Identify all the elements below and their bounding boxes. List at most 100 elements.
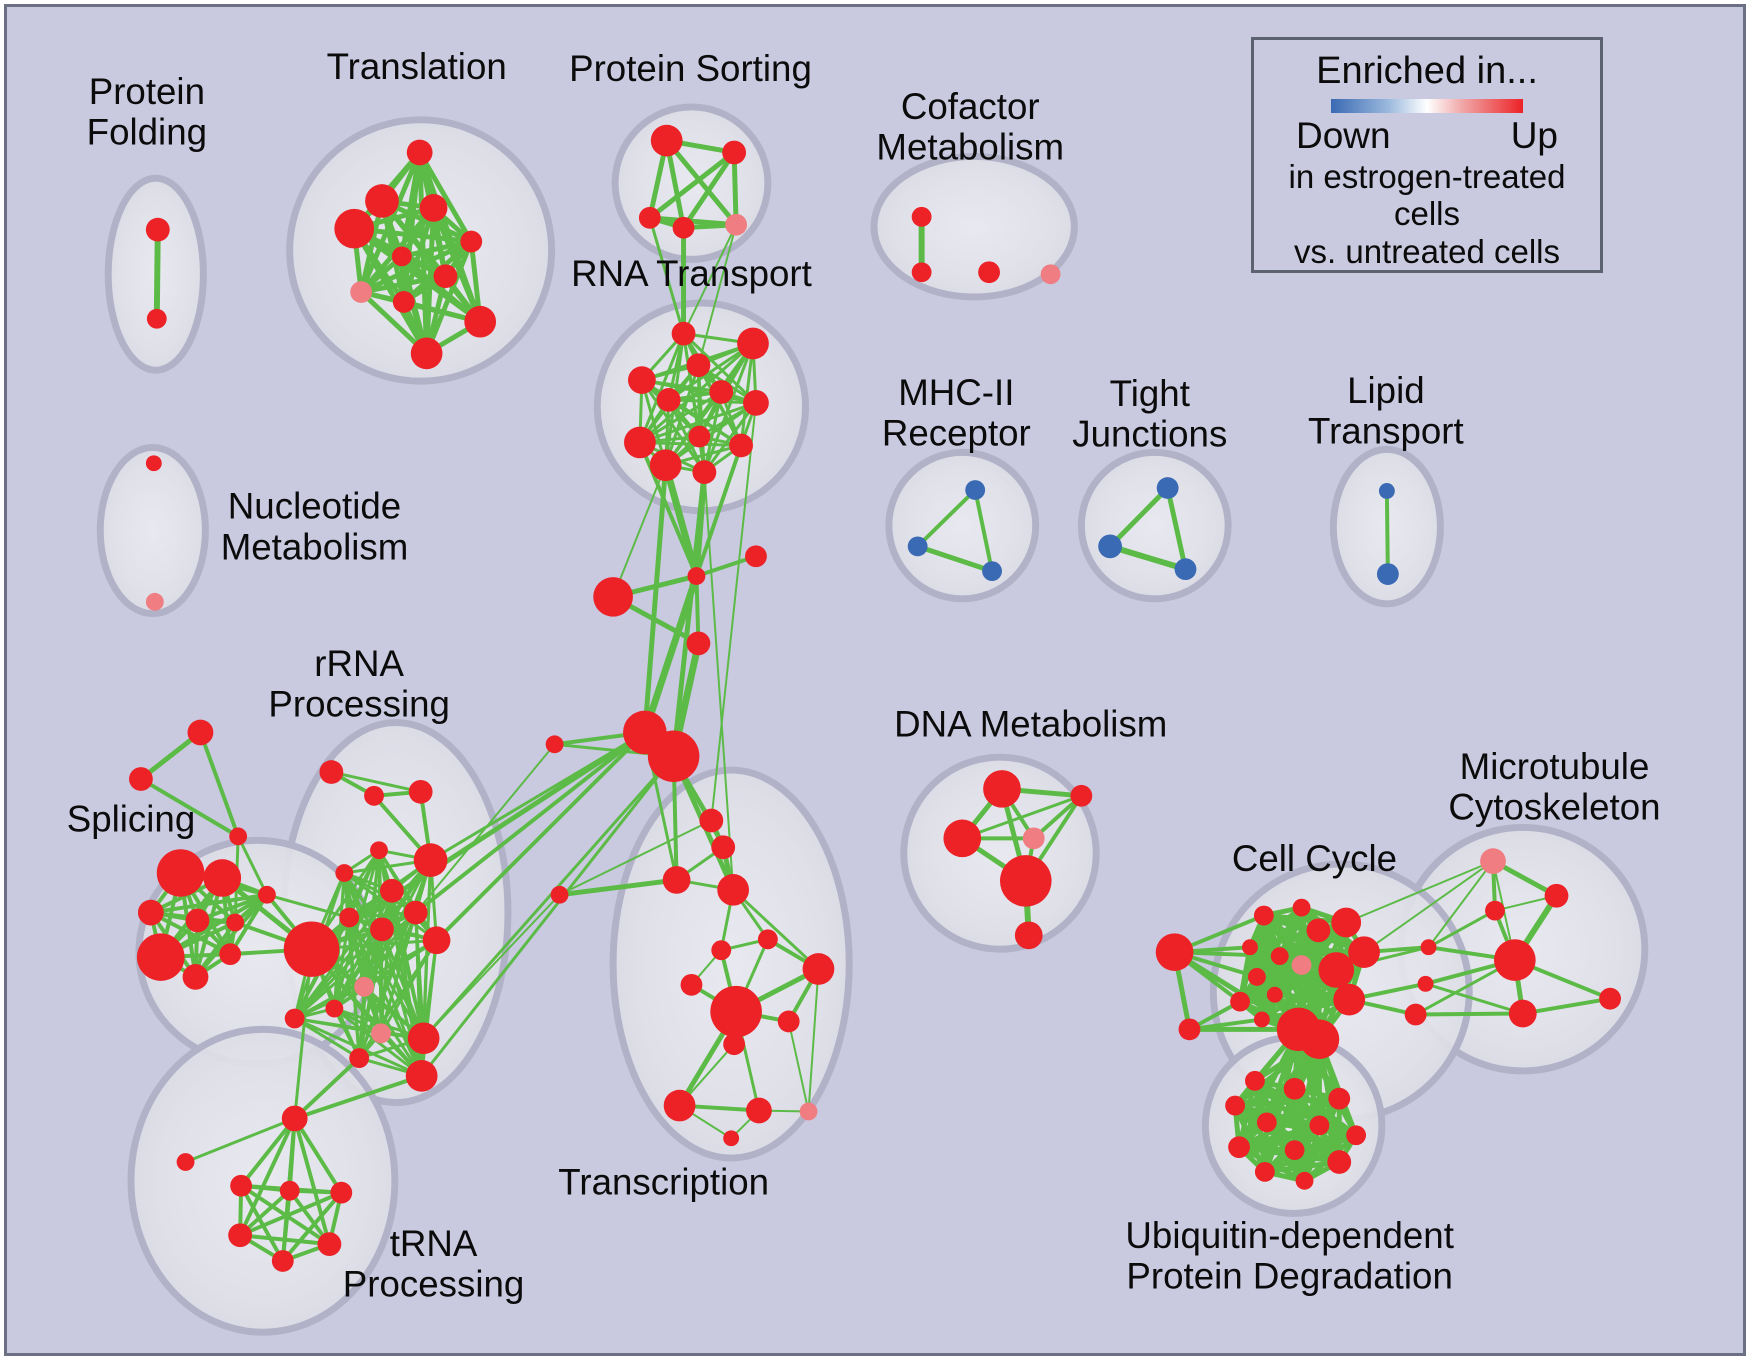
node-cf2[interactable] — [911, 262, 932, 283]
node-sp9[interactable] — [257, 885, 276, 904]
node-j1[interactable] — [687, 567, 706, 585]
node-ccA[interactable] — [1155, 933, 1194, 971]
node-tc13[interactable] — [746, 1097, 772, 1124]
node-mt5[interactable] — [1508, 999, 1537, 1028]
node-rn7[interactable] — [743, 390, 769, 416]
node-ub11[interactable] — [1327, 1150, 1352, 1174]
node-rr4[interactable] — [370, 841, 388, 860]
node-tj3[interactable] — [1174, 558, 1197, 581]
node-rr17[interactable] — [284, 1008, 305, 1029]
node-cf1[interactable] — [911, 206, 932, 227]
node-sp3[interactable] — [137, 899, 164, 926]
node-dm5[interactable] — [999, 855, 1052, 907]
node-rr15[interactable] — [349, 1048, 370, 1068]
node-tc3[interactable] — [662, 866, 691, 894]
node-ub1[interactable] — [1245, 1070, 1265, 1091]
node-rn12[interactable] — [692, 460, 717, 485]
node-tc1[interactable] — [699, 808, 724, 833]
node-tn2[interactable] — [176, 1153, 195, 1171]
node-ub2[interactable] — [1283, 1077, 1306, 1100]
node-tc10[interactable] — [777, 1010, 800, 1033]
node-rr9[interactable] — [370, 917, 394, 942]
node-dm1[interactable] — [983, 770, 1021, 808]
node-pf1[interactable] — [145, 217, 170, 242]
node-cc10[interactable] — [1318, 952, 1355, 988]
node-ub3[interactable] — [1225, 1095, 1246, 1116]
node-sp2[interactable] — [203, 859, 242, 897]
node-sp4[interactable] — [185, 908, 210, 933]
node-j2[interactable] — [745, 545, 767, 568]
node-cc16[interactable] — [1299, 1019, 1340, 1060]
node-ub12[interactable] — [1295, 1171, 1314, 1190]
node-ub9[interactable] — [1284, 1140, 1305, 1161]
node-sp1[interactable] — [156, 849, 205, 897]
node-tn8[interactable] — [271, 1250, 294, 1272]
node-rr18[interactable] — [405, 1060, 438, 1092]
node-rr16[interactable] — [407, 1022, 440, 1055]
node-m1[interactable] — [965, 480, 986, 500]
node-j5[interactable] — [545, 735, 564, 754]
node-tr10[interactable] — [464, 305, 497, 338]
node-tr3[interactable] — [419, 194, 448, 222]
node-dm6[interactable] — [1014, 921, 1043, 950]
node-tc14[interactable] — [799, 1102, 818, 1121]
node-tn7[interactable] — [317, 1232, 342, 1257]
node-rr10[interactable] — [403, 900, 428, 925]
node-j6[interactable] — [550, 885, 569, 904]
node-lt1[interactable] — [1378, 483, 1395, 499]
node-ps5[interactable] — [725, 213, 748, 236]
node-cc7[interactable] — [1291, 955, 1312, 975]
node-tn4[interactable] — [279, 1180, 300, 1201]
node-tc9[interactable] — [710, 985, 762, 1038]
node-rn5[interactable] — [709, 380, 734, 404]
node-h2[interactable] — [647, 730, 700, 782]
node-tc6[interactable] — [711, 940, 732, 961]
node-tc2[interactable] — [711, 835, 736, 860]
node-j4[interactable] — [686, 631, 711, 656]
node-cc14[interactable] — [1333, 983, 1366, 1016]
node-ccB[interactable] — [1178, 1018, 1201, 1041]
node-m2[interactable] — [907, 536, 928, 557]
node-x2[interactable] — [129, 767, 153, 791]
node-tc5[interactable] — [757, 929, 778, 950]
node-ps4[interactable] — [672, 216, 695, 239]
node-sp7[interactable] — [182, 964, 209, 990]
node-cc17[interactable] — [1404, 1003, 1427, 1026]
node-rr8[interactable] — [339, 907, 360, 928]
node-x3[interactable] — [229, 827, 248, 846]
node-rr11[interactable] — [422, 926, 451, 955]
node-mt1[interactable] — [1480, 848, 1506, 874]
node-ub4[interactable] — [1328, 1087, 1351, 1110]
node-rr6[interactable] — [335, 864, 354, 882]
node-tn6[interactable] — [228, 1223, 253, 1248]
node-tc15[interactable] — [723, 1130, 740, 1147]
node-rr14[interactable] — [371, 1023, 391, 1044]
node-ub8[interactable] — [1346, 1125, 1367, 1146]
node-lt2[interactable] — [1376, 563, 1399, 585]
node-ub10[interactable] — [1254, 1161, 1275, 1182]
node-cf4[interactable] — [1040, 264, 1061, 285]
node-tr4[interactable] — [334, 208, 375, 249]
node-rn2[interactable] — [737, 327, 769, 360]
node-rn3[interactable] — [686, 353, 711, 378]
node-sp5[interactable] — [226, 913, 245, 932]
node-dm3[interactable] — [1070, 784, 1093, 807]
node-cc6[interactable] — [1270, 947, 1289, 966]
node-dm4[interactable] — [1022, 827, 1045, 850]
node-m3[interactable] — [982, 561, 1002, 582]
node-ub7[interactable] — [1228, 1136, 1250, 1159]
node-rr3[interactable] — [408, 779, 433, 804]
node-tj1[interactable] — [1156, 477, 1179, 499]
node-mt4[interactable] — [1494, 939, 1536, 981]
node-tr8[interactable] — [350, 281, 373, 303]
node-rr5[interactable] — [413, 843, 448, 877]
node-rn6[interactable] — [656, 388, 681, 412]
node-rr7[interactable] — [379, 878, 404, 903]
node-ps2[interactable] — [722, 140, 747, 165]
node-tr9[interactable] — [392, 291, 415, 313]
node-cf3[interactable] — [978, 261, 1000, 284]
node-cc4[interactable] — [1306, 918, 1331, 943]
node-tn1[interactable] — [281, 1105, 308, 1132]
node-rn1[interactable] — [671, 321, 696, 346]
node-tr2[interactable] — [365, 184, 399, 218]
